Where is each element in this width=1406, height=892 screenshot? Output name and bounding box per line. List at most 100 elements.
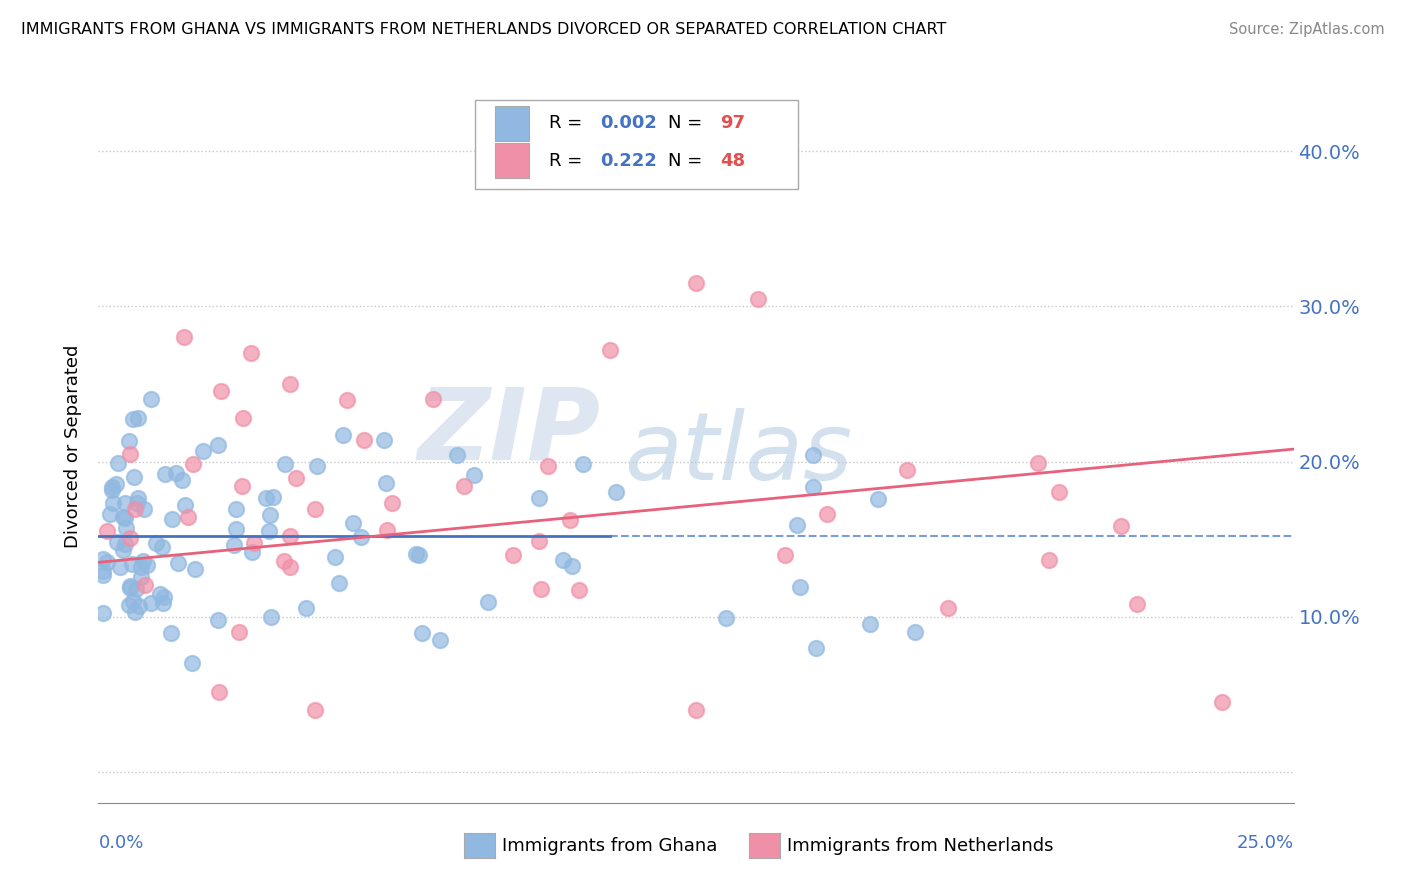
Point <box>122 469 145 483</box>
Point <box>108 560 131 574</box>
Point <box>714 610 737 624</box>
Text: 0.0%: 0.0% <box>98 834 143 852</box>
Point <box>278 560 301 574</box>
Point <box>599 343 621 357</box>
Point <box>100 480 122 494</box>
Point <box>381 496 404 510</box>
Point <box>605 484 627 499</box>
Text: R =: R = <box>548 114 582 132</box>
Point <box>1125 597 1147 611</box>
Point <box>127 411 149 425</box>
Text: 97: 97 <box>720 114 745 132</box>
Point <box>191 444 214 458</box>
FancyBboxPatch shape <box>495 143 529 178</box>
Point <box>207 438 229 452</box>
Point <box>184 561 207 575</box>
Point <box>232 410 254 425</box>
Point <box>284 471 307 485</box>
Point <box>274 458 297 472</box>
Point <box>242 536 264 550</box>
Text: N =: N = <box>668 114 703 132</box>
Point <box>112 510 135 524</box>
Point <box>259 508 281 522</box>
Point <box>153 467 176 481</box>
Point <box>560 513 582 527</box>
Point <box>96 555 118 569</box>
Point <box>152 596 174 610</box>
Point <box>463 468 485 483</box>
Point <box>128 599 150 613</box>
Point <box>124 502 146 516</box>
Point <box>328 575 350 590</box>
Point <box>114 537 136 551</box>
Point <box>174 498 197 512</box>
Point <box>209 384 232 398</box>
Point <box>103 496 125 510</box>
Point <box>150 540 173 554</box>
Point <box>804 640 827 655</box>
Point <box>529 491 551 506</box>
Point <box>91 564 114 578</box>
Point <box>139 596 162 610</box>
Point <box>254 491 277 506</box>
Point <box>342 516 364 531</box>
Text: ZIP: ZIP <box>418 384 600 480</box>
Point <box>136 558 159 572</box>
Point <box>124 605 146 619</box>
Point <box>180 656 202 670</box>
Text: 0.002: 0.002 <box>600 114 657 132</box>
Point <box>129 560 152 574</box>
Point <box>801 448 824 462</box>
Point <box>408 548 430 562</box>
Point <box>859 617 882 632</box>
Point <box>257 524 280 538</box>
Point <box>561 558 583 573</box>
Point <box>111 543 134 558</box>
Point <box>553 553 575 567</box>
Point <box>240 346 263 360</box>
Text: IMMIGRANTS FROM GHANA VS IMMIGRANTS FROM NETHERLANDS DIVORCED OR SEPARATED CORRE: IMMIGRANTS FROM GHANA VS IMMIGRANTS FROM… <box>21 22 946 37</box>
Point <box>789 580 811 594</box>
Point <box>904 625 927 640</box>
Point <box>537 459 560 474</box>
FancyBboxPatch shape <box>475 100 797 189</box>
Point <box>936 601 959 615</box>
Point <box>1026 456 1049 470</box>
Point <box>278 376 301 391</box>
Point <box>568 583 591 598</box>
Point <box>160 512 183 526</box>
Point <box>240 545 263 559</box>
Point <box>121 557 143 571</box>
Point <box>225 502 247 516</box>
Point <box>422 392 444 407</box>
Y-axis label: Divorced or Separated: Divorced or Separated <box>65 344 83 548</box>
Point <box>1111 519 1133 533</box>
Point <box>122 412 145 426</box>
Point <box>120 581 142 595</box>
Point <box>278 529 301 543</box>
Point <box>375 524 398 538</box>
Point <box>114 511 136 525</box>
Point <box>132 501 155 516</box>
Point <box>105 535 128 549</box>
Point <box>167 556 190 570</box>
Point <box>685 276 707 290</box>
Point <box>118 532 141 546</box>
Point <box>122 594 145 608</box>
Point <box>411 626 433 640</box>
Point <box>177 509 200 524</box>
Point <box>1211 695 1233 709</box>
Point <box>323 550 346 565</box>
Point <box>152 590 174 604</box>
Point <box>405 547 427 561</box>
Point <box>224 538 246 552</box>
Point <box>304 703 326 717</box>
Point <box>105 477 128 491</box>
Point <box>868 491 890 506</box>
Point <box>127 491 149 505</box>
Point <box>353 433 375 447</box>
Point <box>572 457 595 471</box>
Point <box>801 479 824 493</box>
Point <box>453 478 475 492</box>
Point <box>815 507 838 521</box>
